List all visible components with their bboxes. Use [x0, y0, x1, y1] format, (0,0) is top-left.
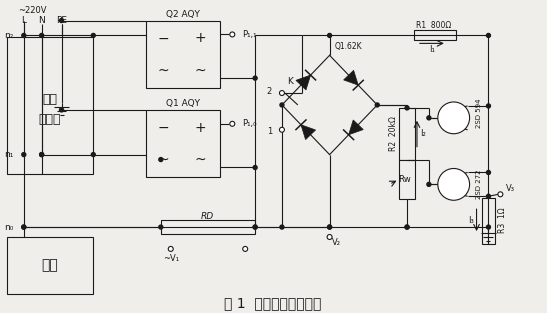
- Text: ~220V: ~220V: [18, 6, 46, 15]
- Bar: [7, 237, 94, 294]
- Circle shape: [159, 225, 163, 229]
- Text: ~: ~: [195, 152, 206, 167]
- Text: K: K: [287, 77, 293, 86]
- Circle shape: [230, 32, 235, 37]
- Circle shape: [280, 103, 284, 107]
- Text: 漏电: 漏电: [42, 94, 57, 106]
- Circle shape: [22, 153, 26, 156]
- Circle shape: [438, 102, 469, 134]
- Text: R3  1Ω: R3 1Ω: [498, 207, 507, 233]
- Circle shape: [40, 153, 44, 156]
- Text: n₁: n₁: [4, 150, 14, 159]
- Circle shape: [328, 225, 331, 229]
- Circle shape: [405, 106, 409, 110]
- Circle shape: [486, 104, 491, 108]
- Circle shape: [498, 192, 503, 197]
- Circle shape: [243, 246, 248, 251]
- Circle shape: [91, 33, 95, 38]
- Circle shape: [253, 76, 257, 80]
- Bar: [481, 198, 496, 244]
- Circle shape: [22, 33, 26, 38]
- Circle shape: [405, 225, 409, 229]
- Circle shape: [91, 153, 95, 156]
- Text: +: +: [195, 31, 206, 45]
- Text: I₁: I₁: [429, 45, 435, 54]
- Text: 图 1  信号采集控制电路: 图 1 信号采集控制电路: [224, 296, 322, 310]
- Circle shape: [328, 225, 331, 229]
- Circle shape: [22, 225, 26, 229]
- Bar: [161, 220, 255, 234]
- Polygon shape: [296, 75, 311, 90]
- Polygon shape: [344, 70, 358, 85]
- Text: 2SD 272: 2SD 272: [475, 170, 481, 199]
- Text: P₁,₁: P₁,₁: [242, 30, 257, 39]
- Circle shape: [60, 18, 63, 23]
- Circle shape: [280, 225, 284, 229]
- Circle shape: [438, 168, 469, 200]
- Circle shape: [280, 127, 284, 132]
- Circle shape: [280, 90, 284, 95]
- Text: 负载: 负载: [41, 258, 58, 272]
- Text: n₀: n₀: [4, 223, 14, 232]
- Circle shape: [230, 121, 235, 126]
- Text: 2: 2: [267, 87, 272, 95]
- Text: R2  20kΩ: R2 20kΩ: [388, 116, 398, 151]
- Text: Rw: Rw: [398, 175, 410, 184]
- Text: Q1.62K: Q1.62K: [335, 42, 362, 51]
- Text: PE: PE: [56, 16, 67, 25]
- Text: P₁,₀: P₁,₀: [242, 119, 257, 128]
- Text: −: −: [158, 121, 170, 135]
- Bar: [399, 108, 415, 160]
- Circle shape: [40, 153, 44, 156]
- Bar: [399, 160, 415, 199]
- Circle shape: [159, 157, 163, 162]
- Bar: [7, 38, 94, 174]
- Circle shape: [427, 182, 431, 186]
- Text: RD: RD: [201, 212, 214, 221]
- Text: +: +: [195, 121, 206, 135]
- Bar: [146, 21, 220, 88]
- Text: Q2 AQY: Q2 AQY: [166, 10, 200, 19]
- Circle shape: [253, 225, 257, 229]
- Text: I₂: I₂: [420, 129, 426, 138]
- Circle shape: [486, 33, 491, 38]
- Circle shape: [486, 194, 491, 198]
- Polygon shape: [348, 120, 363, 135]
- Text: V₂: V₂: [331, 239, 341, 248]
- Text: 1: 1: [267, 127, 272, 136]
- Text: ~: ~: [158, 63, 170, 77]
- Text: ~V₁: ~V₁: [162, 254, 179, 263]
- Text: R1  800Ω: R1 800Ω: [416, 21, 451, 30]
- Text: N: N: [38, 16, 45, 25]
- Circle shape: [40, 33, 44, 38]
- Circle shape: [168, 246, 173, 251]
- Text: n₂: n₂: [4, 31, 14, 40]
- Circle shape: [327, 234, 332, 239]
- Text: ~: ~: [195, 63, 206, 77]
- Text: 2SD 594: 2SD 594: [475, 98, 481, 128]
- Circle shape: [486, 225, 491, 229]
- Circle shape: [253, 166, 257, 169]
- Text: ~: ~: [158, 152, 170, 167]
- Circle shape: [328, 33, 331, 38]
- Circle shape: [405, 225, 409, 229]
- Bar: [146, 110, 220, 177]
- Text: −: −: [158, 31, 170, 45]
- Text: Q1 AQY: Q1 AQY: [166, 100, 200, 108]
- Circle shape: [486, 171, 491, 174]
- Text: L: L: [21, 16, 26, 25]
- Text: 保护器: 保护器: [38, 113, 61, 126]
- Circle shape: [375, 103, 379, 107]
- Text: V₃: V₃: [507, 184, 515, 193]
- Text: I₃: I₃: [468, 216, 474, 225]
- Circle shape: [22, 225, 26, 229]
- Polygon shape: [301, 125, 316, 140]
- Bar: [414, 30, 456, 40]
- Circle shape: [427, 116, 431, 120]
- Circle shape: [60, 108, 63, 112]
- Circle shape: [253, 225, 257, 229]
